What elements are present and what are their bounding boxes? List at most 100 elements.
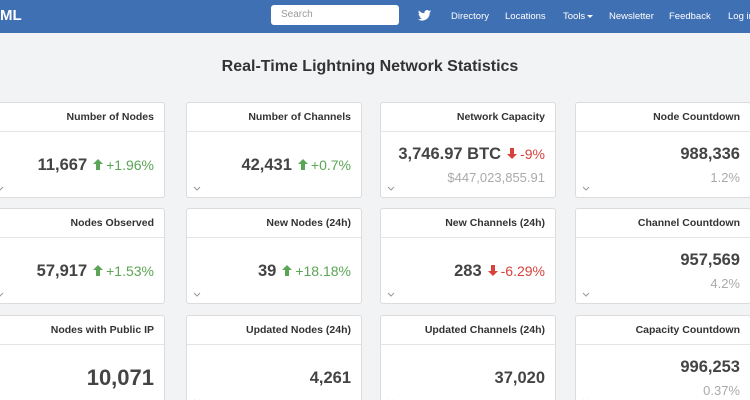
card-title: Channel Countdown [576,209,750,238]
stat-value: 10,071 [86,365,154,390]
expand-chevron[interactable] [0,186,4,191]
card-title: Nodes Observed [0,209,164,238]
stat-card: Channel Countdown 957,569 4.2% [575,208,750,304]
navbar: ML Search Directory Locations Tools News… [0,0,750,33]
stat-value: 996,253 [680,358,740,376]
card-body: 3,746.97 BTC -9% $447,023,855.91 [381,132,555,198]
stat-value: 988,336 [680,145,740,163]
stat-secondary: 0.37% [703,383,740,398]
stat-value: 11,667 [37,155,88,174]
stat-card: Nodes Observed 57,917 +1.53% [0,208,165,304]
stat-change: +1.53% [93,263,154,279]
stat-card: New Nodes (24h) 39 +18.18% [186,208,362,304]
twitter-icon[interactable] [418,10,431,21]
stat-change: +0.7% [297,156,351,173]
change-text: -6.29% [500,262,545,279]
stat-value: 957,569 [680,251,740,269]
stat-card: Capacity Countdown 996,253 0.37% [575,315,750,400]
search-box[interactable]: Search [271,5,399,25]
change-text: +0.7% [310,156,351,173]
arrow-down [507,148,518,159]
card-body: 57,917 +1.53% [0,238,164,304]
arrow-up [282,264,293,276]
stat-value: 3,746.97 BTC [398,145,502,163]
expand-chevron[interactable] [387,186,395,191]
expand-chevron[interactable] [193,186,201,191]
card-title: Network Capacity [381,103,555,132]
stat-change: -6.29% [487,262,545,279]
stat-card: Nodes with Public IP 10,071 [0,315,165,400]
card-body: 957,569 4.2% [576,238,750,304]
stat-line: 42,431 +0.7% [241,156,351,175]
stat-value: 283 [454,261,482,280]
change-text: +18.18% [295,262,351,279]
card-body: 4,261 [187,345,361,400]
stat-change: +18.18% [282,263,351,279]
stat-value: 42,431 [241,155,292,174]
card-body: 37,020 [381,345,555,400]
stat-line: 4,261 [310,369,351,388]
stat-card: Number of Nodes 11,667 +1.96% [0,102,165,198]
stat-line: 10,071 [87,365,154,391]
card-body: 42,431 +0.7% [187,132,361,198]
card-body: 10,071 [0,345,164,400]
expand-chevron[interactable] [0,292,4,297]
nav-link[interactable]: Directory [451,11,490,22]
card-body: 996,253 0.37% [576,345,750,400]
card-body: 283 -6.29% [381,238,555,304]
nav-link[interactable]: Newsletter [609,11,654,22]
change-text: -9% [520,146,545,162]
change-text: +1.53% [106,262,154,279]
nav-link[interactable]: Locations [505,11,546,22]
stat-line: 957,569 [680,251,740,270]
stat-line: 37,020 [495,369,545,388]
stat-card: Network Capacity 3,746.97 BTC -9% $447,023,… [380,102,556,198]
arrow-up [297,158,308,170]
stat-card: Node Countdown 988,336 1.2% [575,102,750,198]
card-body: 11,667 +1.96% [0,132,164,198]
stat-change: -9% [507,146,545,162]
stat-secondary: 4.2% [710,276,740,291]
nav-link[interactable]: Tools [563,11,594,22]
nav-link[interactable]: Feedback [669,11,711,22]
expand-chevron[interactable] [193,292,201,297]
stat-line: 996,253 [680,358,740,377]
stat-value: 57,917 [36,261,88,280]
stat-value: 4,261 [309,368,351,387]
stat-card: New Channels (24h) 283 -6.29% [380,208,556,304]
card-title: Nodes with Public IP [0,316,164,345]
expand-chevron[interactable] [582,292,590,297]
card-body: 988,336 1.2% [576,132,750,198]
brand[interactable]: ML [0,7,22,24]
stat-value: 39 [257,261,277,280]
stat-line: 57,917 +1.53% [37,262,154,281]
nav-link[interactable]: Log in [728,11,750,22]
arrow-up [93,264,104,276]
nav-link-text: Tools [563,11,586,22]
stat-value: 37,020 [494,368,545,387]
stat-secondary: 1.2% [710,170,740,185]
stat-card: Updated Channels (24h) 37,020 [380,315,556,400]
stat-line: 11,667 +1.96% [38,156,154,175]
stat-line: 283 -6.29% [454,262,545,281]
card-body: 39 +18.18% [187,238,361,304]
card-title: Node Countdown [576,103,750,132]
stat-line: 988,336 [680,145,740,164]
stat-line: 3,746.97 BTC -9% [398,145,545,164]
stat-line: 39 +18.18% [258,262,351,281]
card-title: New Channels (24h) [381,209,555,238]
card-title: New Nodes (24h) [187,209,361,238]
expand-chevron[interactable] [387,292,395,297]
stat-change: +1.96% [93,157,154,173]
stat-secondary: $447,023,855.91 [447,170,545,185]
change-text: +1.96% [106,156,154,173]
expand-chevron[interactable] [582,186,590,191]
stat-card: Updated Nodes (24h) 4,261 [186,315,362,400]
arrow-up [93,158,104,170]
page-title: Real-Time Lightning Network Statistics [221,58,519,75]
arrow-down [487,264,498,276]
card-title: Number of Channels [187,103,361,132]
stat-card: Number of Channels 42,431 +0.7% [186,102,362,198]
card-title: Number of Nodes [0,103,164,132]
